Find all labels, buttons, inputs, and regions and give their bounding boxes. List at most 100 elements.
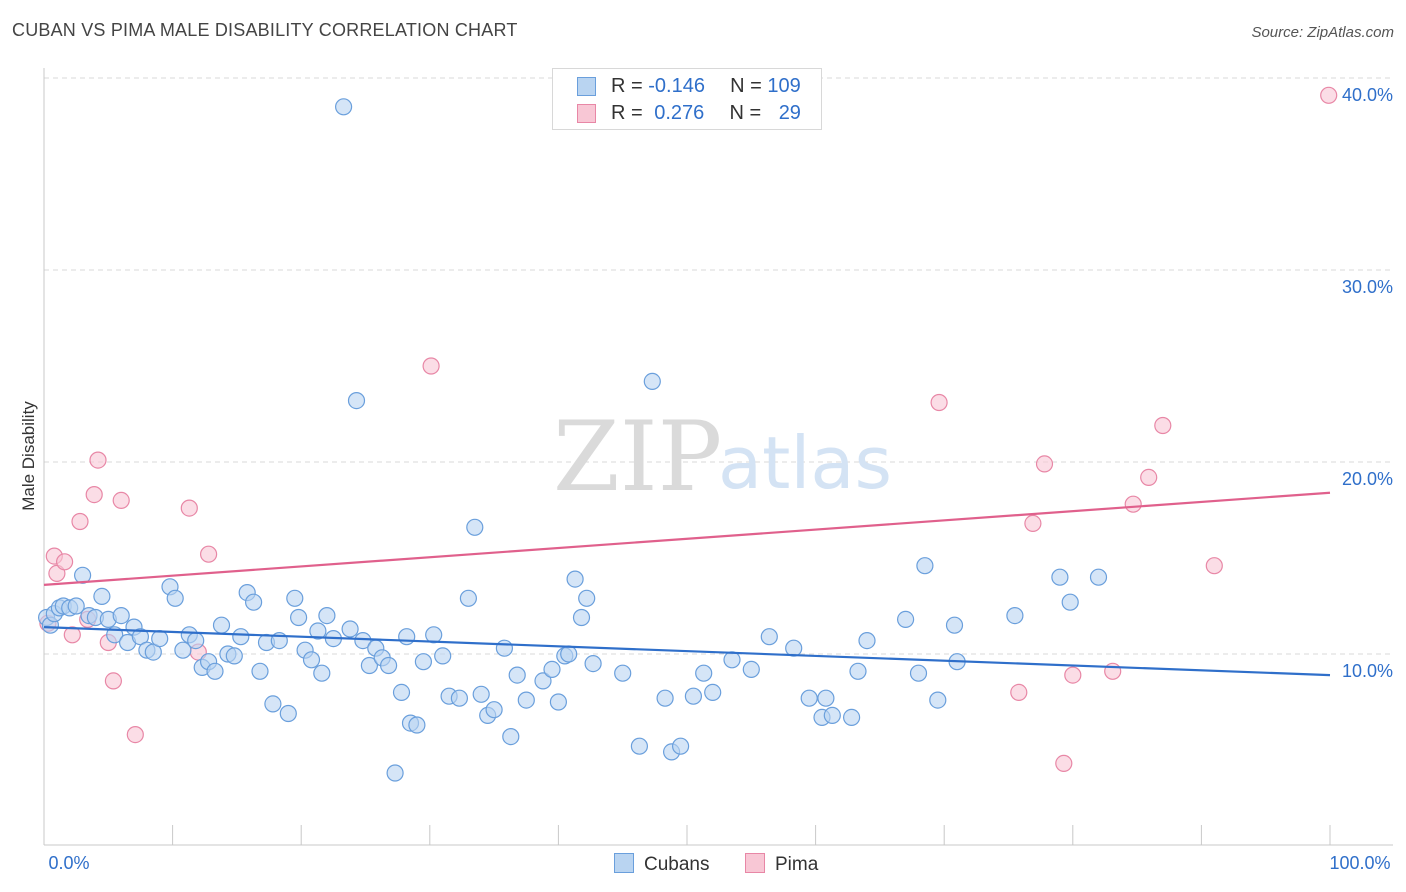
cuban-point <box>849 662 867 680</box>
cuban-point <box>73 566 92 584</box>
cuban-point <box>1006 606 1024 625</box>
grid-lines <box>44 77 1393 655</box>
cuban-point <box>485 701 503 719</box>
cuban-point <box>313 664 331 682</box>
x-tick-label-min: 0.0% <box>48 853 89 873</box>
cuban-point <box>800 689 818 707</box>
watermark: ZIP atlas <box>553 401 892 513</box>
cuban-point <box>450 689 468 707</box>
cuban-point <box>408 716 426 734</box>
cuban-point <box>578 589 596 607</box>
cubans-legend-swatch <box>614 853 634 873</box>
cuban-point <box>517 691 535 709</box>
cuban-point <box>760 628 778 646</box>
source-label: Source: ZipAtlas.com <box>1251 24 1394 41</box>
y-tick-label: 10.0% <box>1342 661 1393 681</box>
axes <box>43 68 1393 846</box>
cuban-point <box>630 737 649 755</box>
cuban-point <box>347 392 366 410</box>
cuban-point <box>93 587 111 606</box>
pima-point <box>1320 86 1338 104</box>
cuban-point <box>560 645 578 663</box>
correlation-legend: R = -0.146 N = 109 R = 0.276 N = 29 <box>552 68 822 130</box>
cubans-swatch <box>577 77 596 96</box>
cuban-point <box>279 704 297 723</box>
cuban-point <box>354 631 372 650</box>
cuban-point <box>842 708 861 727</box>
pima-point <box>1124 495 1142 513</box>
cuban-point <box>1051 568 1069 586</box>
cuban-point <box>380 656 398 675</box>
pima-point <box>1064 666 1082 684</box>
pima-swatch <box>577 104 596 123</box>
pima-r-label: R = <box>611 102 643 124</box>
cuban-point <box>398 628 416 646</box>
cuban-point <box>318 606 336 625</box>
pima-n-label: N = <box>729 102 762 124</box>
cuban-point <box>174 641 192 659</box>
pima-point <box>63 626 81 644</box>
watermark-zip: ZIP <box>553 401 722 513</box>
cuban-point <box>187 631 205 650</box>
pima-point <box>71 512 89 531</box>
cuban-point <box>643 372 661 390</box>
cuban-point <box>945 616 964 634</box>
cuban-point <box>742 660 760 679</box>
pima-legend-swatch <box>745 853 765 873</box>
cuban-point <box>508 666 526 684</box>
cuban-point <box>206 662 224 680</box>
cuban-point <box>425 626 443 644</box>
cuban-point <box>251 662 269 680</box>
cuban-point <box>392 683 411 702</box>
pima-point <box>1140 468 1158 486</box>
pima-point <box>104 672 123 690</box>
y-tick-label: 40.0% <box>1342 85 1393 105</box>
cuban-point <box>502 727 520 746</box>
pima-point <box>126 725 144 744</box>
pima-point <box>930 393 948 412</box>
cuban-point <box>434 647 452 665</box>
pima-point <box>1024 514 1042 533</box>
pima-point <box>1205 557 1223 575</box>
cubans-legend-label: Cubans <box>644 854 710 875</box>
cuban-point <box>212 616 231 634</box>
x-tick-label-max: 100.0% <box>1329 853 1390 873</box>
cuban-point <box>166 589 184 607</box>
legend-item-pima[interactable]: Pima <box>745 853 818 876</box>
cuban-point <box>614 664 632 682</box>
pima-legend-label: Pima <box>775 854 819 875</box>
cuban-point <box>286 589 304 607</box>
y-tick-labels: 10.0% 20.0% 30.0% 40.0% <box>1342 85 1393 681</box>
pima-point <box>55 553 74 571</box>
cuban-point <box>360 656 378 675</box>
pima-point <box>1154 416 1172 435</box>
pima-r-value: 0.276 <box>654 102 705 124</box>
cuban-point <box>151 629 169 648</box>
cuban-point <box>684 687 703 705</box>
y-tick-label: 30.0% <box>1342 277 1393 297</box>
cubans-n-label: N = <box>730 75 762 97</box>
cuban-point <box>466 518 484 536</box>
cuban-point <box>817 689 835 707</box>
y-axis-label: Male Disability <box>19 401 38 511</box>
trend-lines <box>43 491 1331 677</box>
pima-point <box>422 357 440 375</box>
cuban-point <box>896 610 915 629</box>
cuban-point <box>695 664 713 682</box>
cuban-point <box>112 606 130 625</box>
cubans-r-value: -0.146 <box>648 75 705 97</box>
x-ticks <box>172 825 1331 845</box>
pima-point <box>89 451 107 469</box>
cuban-point <box>225 647 243 665</box>
cuban-point <box>1061 593 1079 611</box>
cubans-r-label: R = <box>611 75 643 97</box>
cuban-point <box>245 593 263 611</box>
cuban-point <box>495 639 513 657</box>
cuban-point <box>584 654 602 673</box>
cuban-point <box>302 651 321 669</box>
cuban-point <box>264 695 282 713</box>
legend-item-cubans[interactable]: Cubans <box>614 853 710 876</box>
pima-point <box>85 486 103 504</box>
pima-point <box>1035 455 1054 473</box>
